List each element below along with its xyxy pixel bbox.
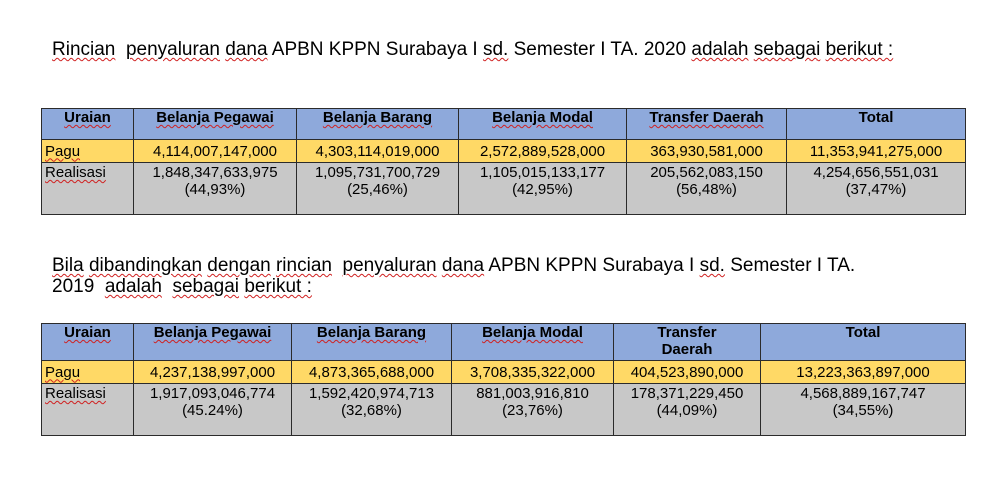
- word: APBN KPPN Surabaya I: [488, 255, 695, 276]
- comparison-paragraph-2019: Bila dibandingkan dengan rincian penyalu…: [52, 255, 952, 297]
- word: adalah: [691, 39, 749, 60]
- row-label: Realisasi: [41, 162, 134, 215]
- realisasi-table-2019: Uraian Belanja Pegawai Belanja Barang Be…: [41, 323, 966, 436]
- word: berikut :: [825, 39, 894, 60]
- cell-value: 4,114,007,147,000: [133, 139, 297, 163]
- cell-value: 1,095,731,700,729 (25,46%): [296, 162, 459, 215]
- word: penyaluran: [125, 39, 220, 60]
- header-belanja-modal: Belanja Modal: [451, 323, 614, 361]
- word: adalah: [104, 276, 162, 297]
- word: APBN KPPN Surabaya I: [271, 39, 478, 60]
- table-row-pagu: Pagu 4,114,007,147,000 4,303,114,019,000…: [41, 139, 966, 163]
- intro-paragraph-2020: Rincian penyaluran dana APBN KPPN Suraba…: [52, 39, 944, 60]
- table-header-row: Uraian Belanja Pegawai Belanja Barang Be…: [41, 108, 966, 140]
- word: 2019: [52, 276, 95, 297]
- word: Semester I TA.: [730, 255, 856, 276]
- word: berikut :: [244, 276, 312, 297]
- cell-value: 363,930,581,000: [626, 139, 787, 163]
- header-uraian: Uraian: [41, 108, 134, 140]
- word: dana: [441, 255, 485, 276]
- table-row-realisasi: Realisasi 1,848,347,633,975 (44,93%) 1,09…: [41, 162, 966, 215]
- table-row-realisasi: Realisasi 1,917,093,046,774 (45.24%) 1,59…: [41, 383, 966, 436]
- header-total: Total: [760, 323, 966, 361]
- header-transfer-daerah: Transfer Daerah: [613, 323, 761, 361]
- cell-value: 13,223,363,897,000: [760, 360, 966, 384]
- word: rincian: [275, 255, 332, 276]
- cell-value: 1,917,093,046,774 (45.24%): [133, 383, 292, 436]
- cell-value: 4,303,114,019,000: [296, 139, 459, 163]
- word: sd.: [699, 255, 725, 276]
- word: Rincian: [52, 39, 116, 60]
- word: Semester I TA. 2020: [513, 39, 687, 60]
- word: Bila: [52, 255, 84, 276]
- header-uraian: Uraian: [41, 323, 134, 361]
- word: sebagai: [172, 276, 240, 297]
- realisasi-table-2020: Uraian Belanja Pegawai Belanja Barang Be…: [41, 108, 966, 215]
- header-belanja-modal: Belanja Modal: [458, 108, 627, 140]
- word: sd.: [482, 39, 509, 60]
- row-label: Pagu: [41, 139, 134, 163]
- cell-value: 178,371,229,450 (44,09%): [613, 383, 761, 436]
- cell-value: 4,568,889,167,747 (34,55%): [760, 383, 966, 436]
- row-label: Pagu: [41, 360, 134, 384]
- cell-value: 881,003,916,810 (23,76%): [451, 383, 614, 436]
- cell-value: 11,353,941,275,000: [786, 139, 966, 163]
- row-label: Realisasi: [41, 383, 134, 436]
- word: sebagai: [753, 39, 821, 60]
- header-total: Total: [786, 108, 966, 140]
- table-header-row: Uraian Belanja Pegawai Belanja Barang Be…: [41, 323, 966, 361]
- cell-value: 2,572,889,528,000: [458, 139, 627, 163]
- word: dengan: [207, 255, 271, 276]
- table-row-pagu: Pagu 4,237,138,997,000 4,873,365,688,000…: [41, 360, 966, 384]
- word: dibandingkan: [88, 255, 203, 276]
- cell-value: 1,592,420,974,713 (32,68%): [291, 383, 452, 436]
- cell-value: 3,708,335,322,000: [451, 360, 614, 384]
- cell-value: 4,254,656,551,031 (37,47%): [786, 162, 966, 215]
- word: dana: [225, 39, 268, 60]
- header-belanja-barang: Belanja Barang: [296, 108, 459, 140]
- header-belanja-pegawai: Belanja Pegawai: [133, 108, 297, 140]
- header-transfer-daerah: Transfer Daerah: [626, 108, 787, 140]
- cell-value: 4,237,138,997,000: [133, 360, 292, 384]
- cell-value: 404,523,890,000: [613, 360, 761, 384]
- cell-value: 205,562,083,150 (56,48%): [626, 162, 787, 215]
- word: penyaluran: [342, 255, 437, 276]
- cell-value: 1,105,015,133,177 (42,95%): [458, 162, 627, 215]
- header-belanja-pegawai: Belanja Pegawai: [133, 323, 292, 361]
- cell-value: 4,873,365,688,000: [291, 360, 452, 384]
- cell-value: 1,848,347,633,975 (44,93%): [133, 162, 297, 215]
- header-belanja-barang: Belanja Barang: [291, 323, 452, 361]
